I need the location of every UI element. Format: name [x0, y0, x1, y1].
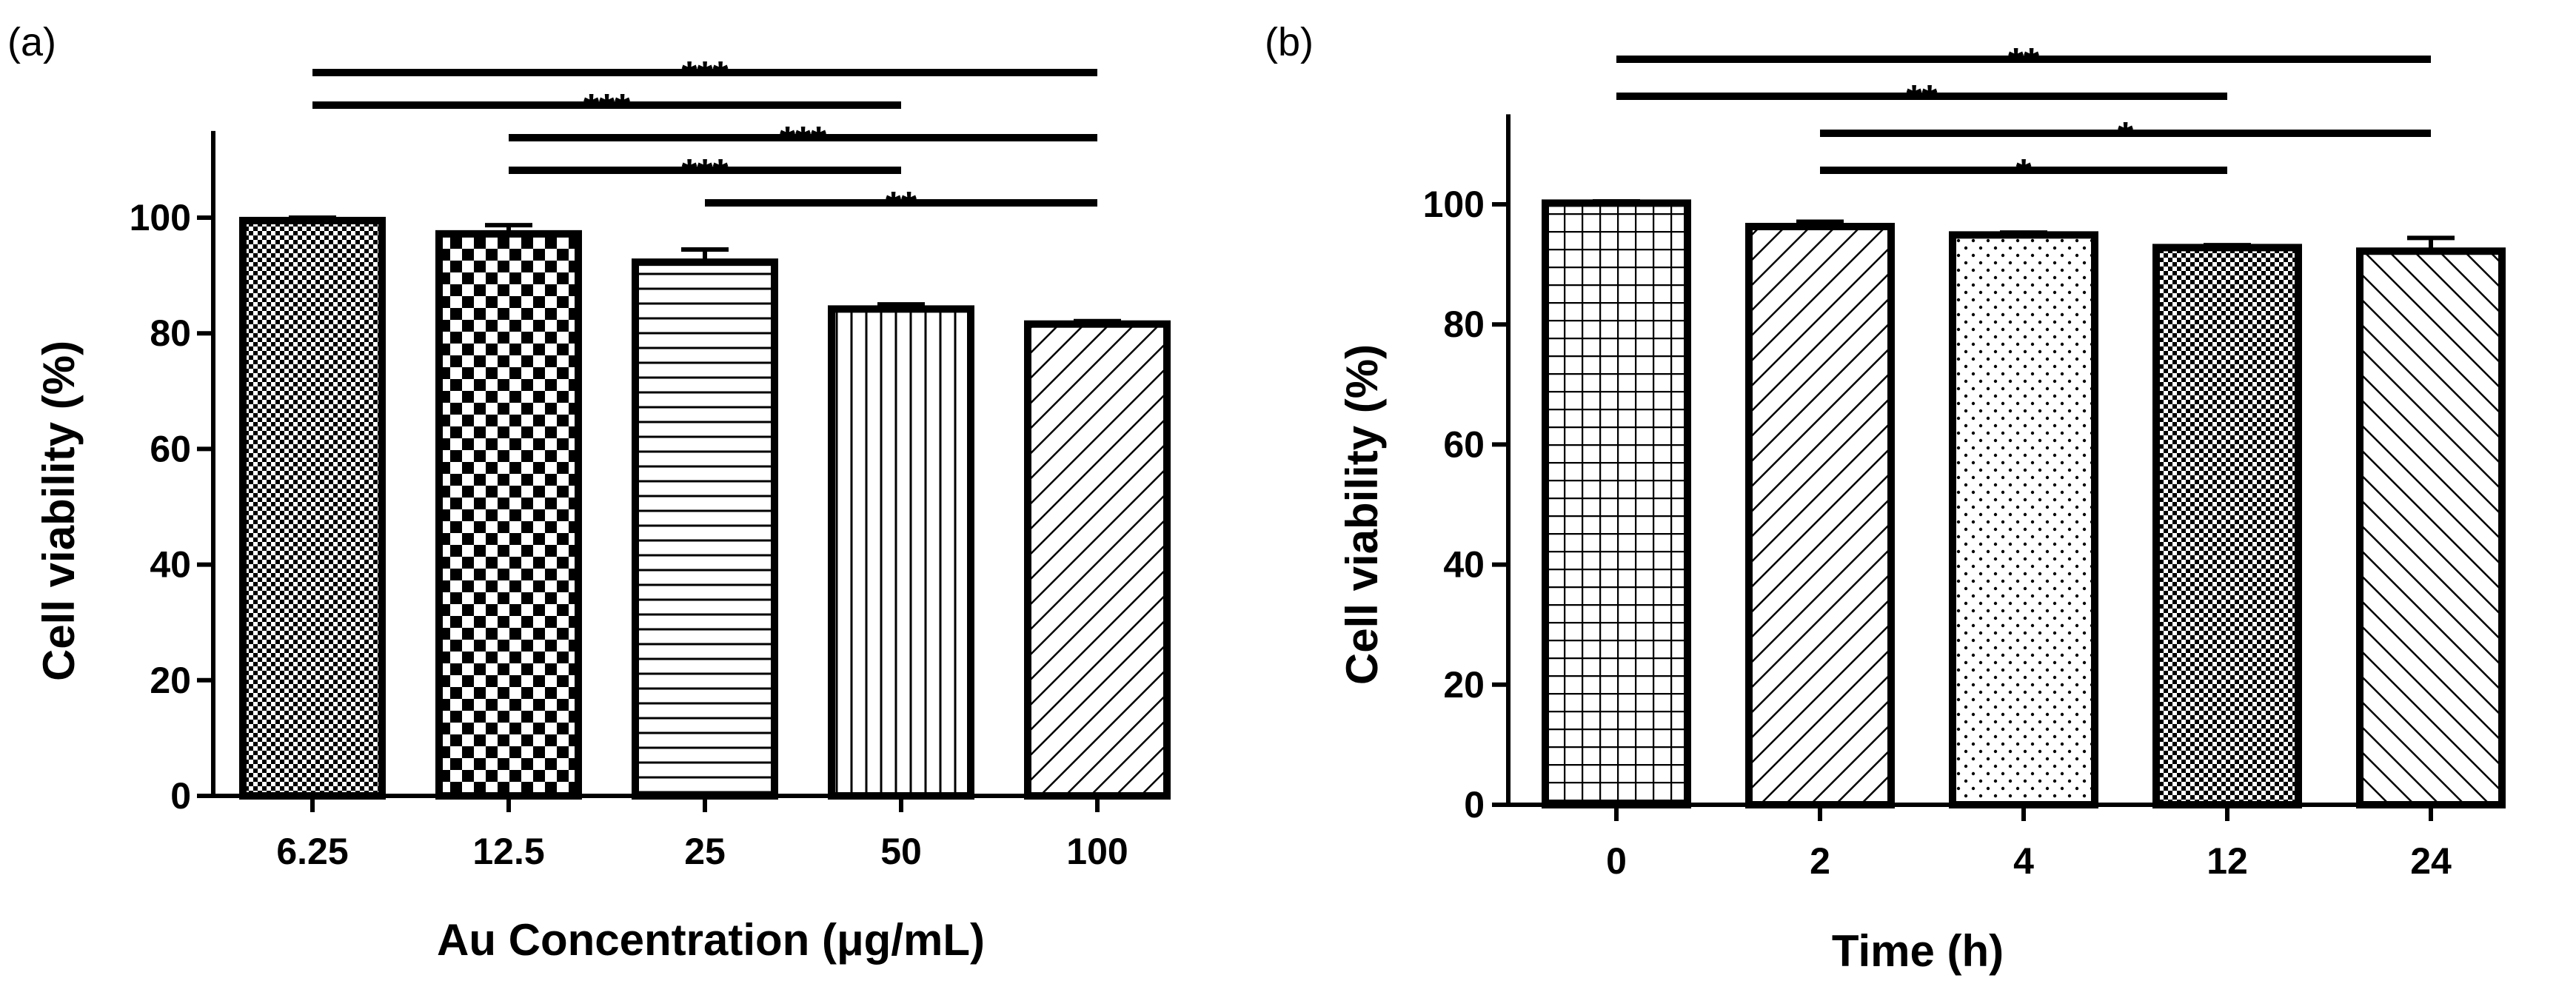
panel-b-y-tick-label: 60	[1443, 423, 1485, 465]
panel-b-y-tick-label: 80	[1443, 304, 1485, 345]
panel-b-significance-label: *	[2118, 114, 2133, 158]
panel-a-significance-label: ***	[583, 86, 630, 130]
panel-a-bar-6-25	[239, 216, 386, 800]
panel-b-x-axis-title: Time (h)	[1832, 926, 2004, 976]
panel-a-significance-label: ***	[681, 53, 728, 98]
panel-a-significance-label: **	[886, 184, 917, 228]
panel-b-bar-12	[2152, 244, 2302, 808]
panel-a-y-axis-title: Cell viability (%)	[34, 341, 84, 681]
panel-b-x-tick-label: 2	[1810, 840, 1830, 882]
panel-a-x-tick-label: 50	[880, 831, 922, 872]
panel-b-y-tick-label: 100	[1423, 184, 1485, 225]
panel-b-x-tick-label: 24	[2410, 840, 2452, 882]
panel-a-x-tick-label: 25	[684, 831, 726, 872]
panel-a-x-tick-label: 12.5	[472, 831, 544, 872]
panel-b-x-tick-label: 4	[2013, 840, 2034, 882]
panel-b-x-tick-label: 12	[2207, 840, 2248, 882]
panel-a-y-tick-label: 0	[170, 775, 191, 817]
panel-a-bar-25	[632, 258, 778, 800]
panel-a-x-axis-title: Au Concentration (μg/mL)	[437, 915, 985, 965]
panel-b-bar-24	[2356, 247, 2506, 808]
panel-b-bar-0	[1542, 199, 1691, 808]
panel-b-y-axis-title: Cell viability (%)	[1337, 344, 1387, 685]
panel-b-significance-label: **	[2008, 40, 2039, 84]
panel-a-bar-50	[828, 305, 974, 800]
panel-b-significance-label: *	[2015, 151, 2031, 195]
panel-b-y-tick-label: 0	[1464, 784, 1485, 825]
panel-b-bar-2	[1745, 223, 1895, 808]
panel-a-y-tick-label: 40	[150, 544, 191, 586]
panel-a-bar-100	[1024, 320, 1171, 800]
panel-a-x-tick-label: 100	[1066, 831, 1128, 872]
panel-b-label: (b)	[1265, 20, 1314, 64]
panel-b-significance-label: **	[1906, 77, 1937, 121]
panel-b-x-tick-label: 0	[1606, 840, 1627, 882]
panel-a-bar-12-5	[435, 230, 582, 800]
panel-a-significance-label: ***	[780, 118, 826, 163]
panel-a-y-tick-label: 60	[150, 428, 191, 469]
panel-b-y-tick-label: 40	[1443, 544, 1485, 586]
panel-a-x-tick-label: 6.25	[276, 831, 348, 872]
panel-a-label: (a)	[7, 20, 56, 64]
panel-a-y-tick-label: 100	[130, 197, 191, 238]
panel-a-y-tick-label: 20	[150, 660, 191, 701]
panel-b-bar-4	[1949, 231, 2098, 808]
panel-a-y-tick-label: 80	[150, 312, 191, 354]
panel-b-y-tick-label: 20	[1443, 664, 1485, 706]
panel-a-significance-label: ***	[681, 151, 728, 195]
